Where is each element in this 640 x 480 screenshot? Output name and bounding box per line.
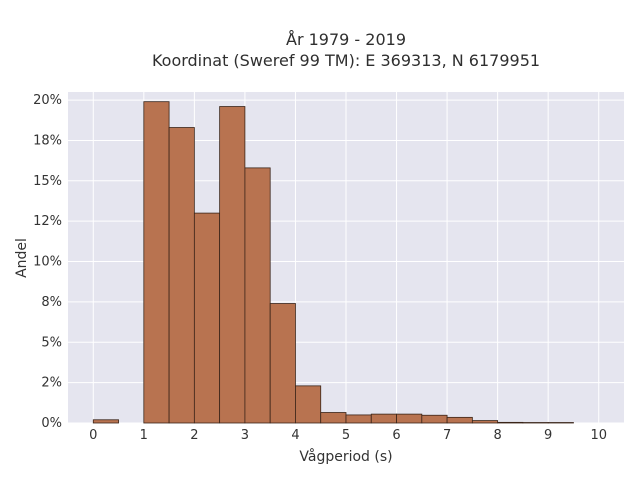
histogram-bar (471, 420, 499, 424)
histogram-bar (168, 127, 195, 424)
y-tick-label: 8% (41, 295, 62, 310)
histogram-bar (320, 412, 347, 424)
x-tick-label: 6 (392, 428, 400, 443)
x-tick-label: 5 (342, 428, 350, 443)
histogram-bar (345, 414, 372, 424)
x-tick-label: 9 (544, 428, 552, 443)
histogram-bar (244, 167, 271, 424)
histogram-bar (92, 419, 119, 424)
histogram-bar (446, 416, 473, 424)
histogram-bar (370, 413, 397, 424)
x-tick-labels: 0 1 2 3 4 5 6 7 8 9 10 (89, 428, 607, 443)
y-tick-label: 12% (33, 214, 62, 229)
histogram-bar (193, 212, 221, 424)
x-tick-label: 7 (443, 428, 451, 443)
y-tick-label: 20% (33, 93, 62, 108)
histogram-bars (92, 101, 574, 424)
x-tick-label: 0 (89, 428, 97, 443)
histogram-bar (497, 421, 524, 424)
x-tick-label: 4 (291, 428, 299, 443)
x-tick-label: 1 (140, 428, 148, 443)
x-tick-label: 8 (493, 428, 501, 443)
y-tick-labels: 0% 2% 5% 8% 10% 12% 15% 18% 20% (33, 93, 62, 431)
y-tick-label: 0% (41, 416, 62, 431)
histogram-bar (219, 106, 246, 424)
histogram-bar (143, 101, 170, 424)
y-tick-label: 10% (33, 255, 62, 270)
x-tick-label: 2 (190, 428, 198, 443)
x-tick-label: 10 (590, 428, 607, 443)
y-axis-label: Andel (14, 238, 30, 278)
chart-title-line-2: Koordinat (Sweref 99 TM): E 369313, N 61… (152, 51, 540, 70)
y-tick-label: 2% (41, 376, 62, 391)
histogram-bar (396, 413, 423, 424)
chart-title-line-1: År 1979 - 2019 (286, 30, 406, 49)
histogram-bar (295, 385, 322, 424)
y-tick-label: 5% (41, 335, 62, 350)
histogram-bar (269, 303, 296, 424)
x-axis-label: Vågperiod (s) (299, 448, 392, 465)
y-tick-label: 15% (33, 174, 62, 189)
x-tick-label: 3 (241, 428, 249, 443)
y-tick-label: 18% (33, 133, 62, 148)
histogram-bar (421, 414, 448, 424)
